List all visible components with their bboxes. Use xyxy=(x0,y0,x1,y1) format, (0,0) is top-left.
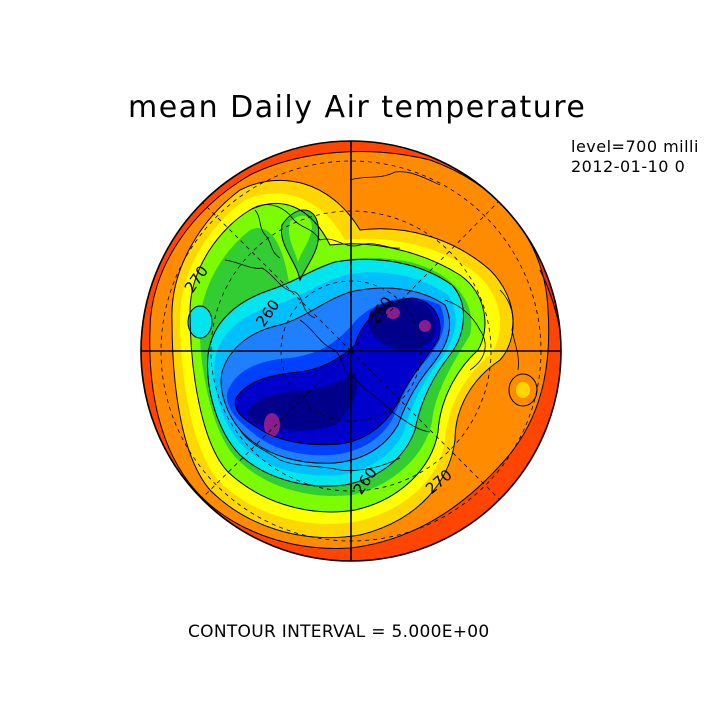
contour-fill-layer xyxy=(141,141,561,561)
cyan-blob xyxy=(188,306,212,338)
contour-interval-note: CONTOUR INTERVAL = 5.000E+00 xyxy=(188,622,490,642)
cold-core-3 xyxy=(419,320,431,332)
map-metadata: level=700 milli 2012-01-10 0 xyxy=(571,137,699,177)
contour-lines xyxy=(149,141,561,549)
coastlines xyxy=(224,171,519,471)
cold-core-1 xyxy=(264,413,280,437)
date-label: 2012-01-10 0 xyxy=(571,157,686,176)
level-label: level=700 milli xyxy=(571,137,699,156)
map-title: mean Daily Air temperature xyxy=(128,90,587,125)
map-border xyxy=(140,140,562,562)
map-axes xyxy=(141,141,561,561)
cold-core-2 xyxy=(386,307,400,319)
band-navy-2 xyxy=(368,300,436,350)
gold-spot xyxy=(516,382,530,398)
green-tongue-inner xyxy=(288,215,312,262)
